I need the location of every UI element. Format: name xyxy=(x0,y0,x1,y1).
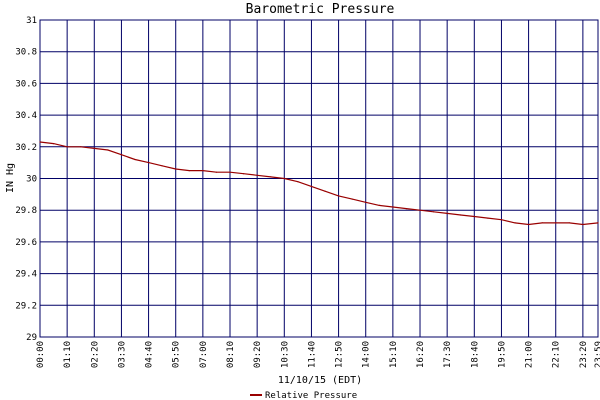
data-point xyxy=(161,165,163,167)
data-point xyxy=(256,174,258,176)
data-point xyxy=(53,143,55,145)
x-tick-label: 03:30 xyxy=(117,341,127,368)
data-point xyxy=(555,222,557,224)
series-line xyxy=(39,141,599,226)
x-tick-label: 10:30 xyxy=(280,341,290,368)
data-point xyxy=(243,173,245,175)
x-tick-label: 01:10 xyxy=(63,341,73,368)
x-tick-label: 18:40 xyxy=(470,341,480,368)
x-tick-labels: 00:00 01:10 02:20 03:30 04:40 05:50 07:00 08:10… xyxy=(36,341,600,368)
y-tick-label: 30.4 xyxy=(15,111,37,121)
data-point xyxy=(93,147,95,149)
data-point xyxy=(215,171,217,173)
data-point xyxy=(310,185,312,187)
data-point xyxy=(148,162,150,164)
x-tick-label: 12:50 xyxy=(335,341,345,368)
x-tick-label: 23:59 xyxy=(594,341,600,368)
x-tick-label: 00:00 xyxy=(36,341,46,368)
y-tick-label: 30.8 xyxy=(15,48,37,58)
x-tick-label: 19:50 xyxy=(497,341,507,368)
data-point xyxy=(270,176,272,178)
data-point xyxy=(324,190,326,192)
data-point xyxy=(120,154,122,156)
data-point xyxy=(473,215,475,218)
data-point xyxy=(202,170,204,172)
data-point xyxy=(392,206,394,208)
x-tick-label: 22:10 xyxy=(552,341,562,368)
y-tick-label: 29.8 xyxy=(15,206,37,216)
data-point xyxy=(597,222,599,224)
x-tick-label: 05:50 xyxy=(172,341,182,368)
x-tick-label: 09:20 xyxy=(253,341,263,368)
x-tick-label: 07:00 xyxy=(199,341,209,368)
data-point xyxy=(39,141,41,143)
data-point xyxy=(80,146,82,148)
series-layer xyxy=(39,141,599,226)
data-point xyxy=(528,223,530,226)
x-tick-label: 21:00 xyxy=(525,341,535,368)
y-tick-label: 30.6 xyxy=(15,79,37,89)
y-tick-label: 29.2 xyxy=(15,301,37,311)
data-point xyxy=(500,219,502,221)
data-point xyxy=(541,222,543,224)
data-point xyxy=(433,211,435,213)
x-tick-label: 02:20 xyxy=(90,341,100,368)
data-point xyxy=(446,212,448,214)
y-axis-label: IN Hg xyxy=(5,163,16,193)
x-tick-label: 17:30 xyxy=(443,341,453,368)
plot-border xyxy=(39,19,599,338)
y-tick-label: 29 xyxy=(26,333,37,343)
data-point xyxy=(582,223,584,226)
x-axis-label: 11/10/15 (EDT) xyxy=(278,375,362,386)
x-tick-label: 11:40 xyxy=(307,341,317,368)
data-point xyxy=(568,222,570,224)
data-point xyxy=(229,171,231,173)
data-point xyxy=(134,158,136,161)
y-tick-label: 31 xyxy=(26,16,37,26)
y-tick-label: 30.2 xyxy=(15,143,37,153)
x-tick-label: 14:00 xyxy=(362,341,372,368)
data-point xyxy=(460,214,462,216)
data-point xyxy=(419,209,421,211)
legend: Relative Pressure xyxy=(250,391,357,400)
legend-label: Relative Pressure xyxy=(265,391,357,400)
data-point xyxy=(283,177,285,180)
data-point xyxy=(297,181,299,183)
data-point xyxy=(188,170,190,172)
y-tick-labels: 29 29.2 29.4 29.6 29.8 30 30.2 30.4 30.6 30.8 31 xyxy=(15,16,37,343)
x-tick-label: 08:10 xyxy=(226,341,236,368)
y-tick-label: 30 xyxy=(26,175,37,185)
x-tick-label: 23:20 xyxy=(579,341,589,368)
data-point xyxy=(405,208,407,210)
y-tick-label: 29.4 xyxy=(15,270,37,280)
data-point xyxy=(514,222,516,224)
chart-title: Barometric Pressure xyxy=(246,2,395,17)
data-point xyxy=(66,146,68,148)
x-tick-label: 04:40 xyxy=(145,341,155,368)
data-point xyxy=(107,149,109,151)
data-point xyxy=(175,168,177,170)
data-point xyxy=(365,201,367,203)
data-point xyxy=(378,204,380,206)
data-point xyxy=(338,195,340,197)
y-tick-label: 29.6 xyxy=(15,238,37,248)
x-tick-label: 16:20 xyxy=(416,341,426,368)
data-point xyxy=(487,217,489,219)
x-tick-label: 15:10 xyxy=(389,341,399,368)
data-point xyxy=(351,198,353,200)
